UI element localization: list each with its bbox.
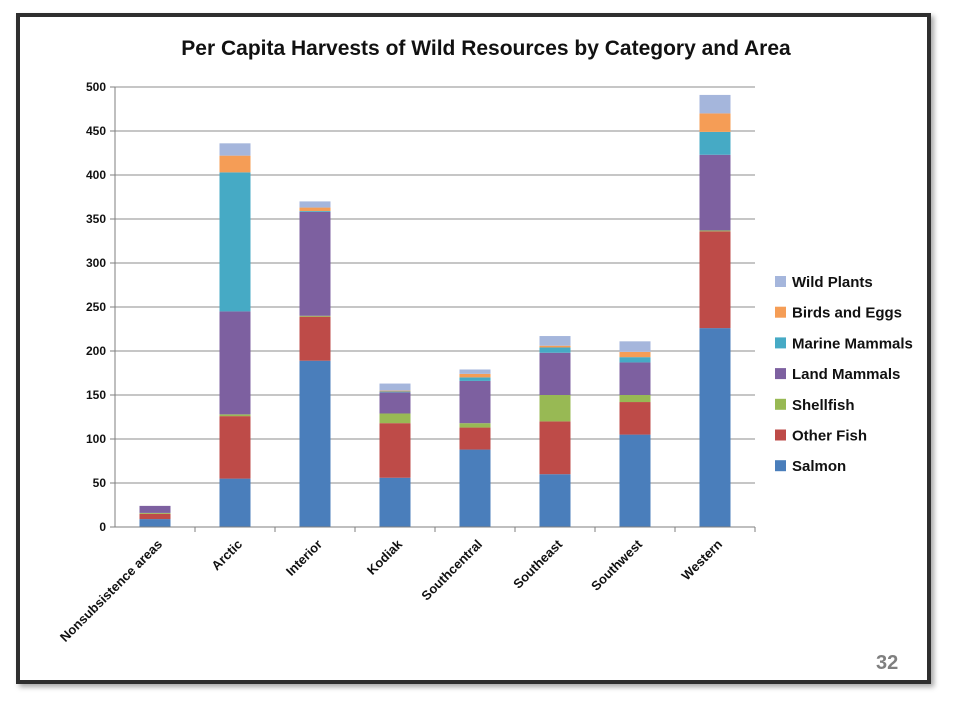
y-tick-label: 450 [86, 124, 106, 138]
bar-segment [219, 311, 251, 415]
legend-label: Birds and Eggs [792, 305, 902, 322]
bar-segment [219, 416, 251, 479]
legend-swatch [775, 368, 786, 380]
x-category-label: Southeast [510, 536, 566, 592]
legend-swatch [775, 398, 786, 410]
stacked-bar-chart: Per Capita Harvests of Wild Resources by… [57, 37, 913, 645]
x-category-label: Western [678, 536, 725, 583]
bar-segment [299, 211, 331, 212]
bar-segment [539, 347, 571, 353]
bars [139, 94, 731, 527]
y-tick-label: 100 [86, 432, 106, 446]
legend-label: Wild Plants [792, 274, 873, 291]
bar-segment [619, 351, 651, 358]
x-category-label: Southwest [588, 536, 646, 594]
bar-segment [299, 201, 331, 208]
slide-number: 32 [876, 652, 899, 674]
y-tick-label: 200 [86, 344, 106, 358]
bar-segment [539, 345, 571, 348]
y-axis-ticks: 0 50 100 150 200 250 300 350 400 450 500 [86, 80, 115, 534]
y-tick-label: 500 [86, 80, 106, 94]
legend-swatch [775, 306, 786, 318]
legend-label: Other Fish [792, 428, 867, 445]
bar-segment [459, 380, 491, 424]
legend-label: Salmon [792, 458, 846, 475]
bar-segment [139, 512, 171, 514]
bar-segment [219, 155, 251, 173]
bar-segment [459, 449, 491, 527]
bar-segment [219, 478, 251, 527]
bar-segment [459, 427, 491, 450]
legend: Wild Plants Birds and Eggs Marine Mammals L… [775, 274, 913, 475]
axes [114, 87, 756, 532]
bar-segment [219, 143, 251, 156]
legend-swatch [775, 337, 786, 349]
bar-segment [299, 316, 331, 361]
legend-label: Marine Mammals [792, 335, 913, 352]
bar-segment [539, 474, 571, 527]
bar-segment [299, 207, 331, 212]
y-tick-label: 300 [86, 256, 106, 270]
bar-segment [299, 360, 331, 527]
bar-segment [299, 315, 331, 317]
bar-segment [699, 113, 731, 132]
y-tick-label: 50 [93, 476, 107, 490]
bar-segment [139, 519, 171, 527]
x-axis-category-labels: Nonsubsistence areas Arctic Interior Kodiak… [57, 536, 725, 645]
bar-segment [619, 434, 651, 527]
gridlines [115, 86, 755, 484]
y-tick-label: 150 [86, 388, 106, 402]
bar-segment [699, 94, 731, 114]
x-category-label: Interior [283, 537, 325, 579]
bar-segment [699, 328, 731, 527]
legend-swatch [775, 460, 786, 472]
bar-segment [699, 154, 731, 231]
bar-segment [619, 362, 651, 395]
bar-segment [539, 395, 571, 422]
bar-segment [619, 395, 651, 403]
legend-label: Land Mammals [792, 366, 900, 383]
bar-segment [459, 369, 491, 374]
bar-segment [379, 392, 411, 414]
bar-segment [619, 341, 651, 352]
bar-segment [539, 336, 571, 346]
legend-swatch [775, 276, 786, 287]
bar-segment [539, 421, 571, 475]
bar-segment [699, 231, 731, 329]
bar-segment [699, 230, 731, 232]
y-tick-label: 400 [86, 168, 106, 182]
bar-segment [379, 413, 411, 424]
bar-segment [539, 352, 571, 395]
bar-segment [459, 377, 491, 381]
y-tick-label: 0 [99, 520, 106, 534]
chart-frame: Per Capita Harvests of Wild Resources by… [16, 13, 931, 684]
x-category-label: Nonsubsistence areas [57, 537, 165, 645]
x-category-label: Arctic [208, 537, 245, 574]
bar-segment [299, 211, 331, 316]
bar-segment [459, 373, 491, 378]
bar-segment [219, 172, 251, 312]
x-category-label: Kodiak [364, 536, 406, 578]
bar-segment [379, 391, 411, 393]
bar-segment [699, 131, 731, 155]
bar-segment [219, 414, 251, 417]
bar-segment [379, 390, 411, 392]
bar-segment [379, 423, 411, 478]
bar-segment [619, 357, 651, 363]
chart-title: Per Capita Harvests of Wild Resources by… [181, 37, 791, 60]
legend-swatch [775, 429, 786, 441]
legend-label: Shellfish [792, 397, 855, 414]
y-tick-label: 250 [86, 300, 106, 314]
x-category-label: Southcentral [418, 537, 485, 604]
bar-segment [459, 423, 491, 428]
y-tick-label: 350 [86, 212, 106, 226]
bar-segment [139, 513, 171, 520]
bar-segment [619, 402, 651, 435]
bar-segment [379, 383, 411, 391]
bar-segment [139, 505, 171, 513]
bar-segment [379, 477, 411, 527]
